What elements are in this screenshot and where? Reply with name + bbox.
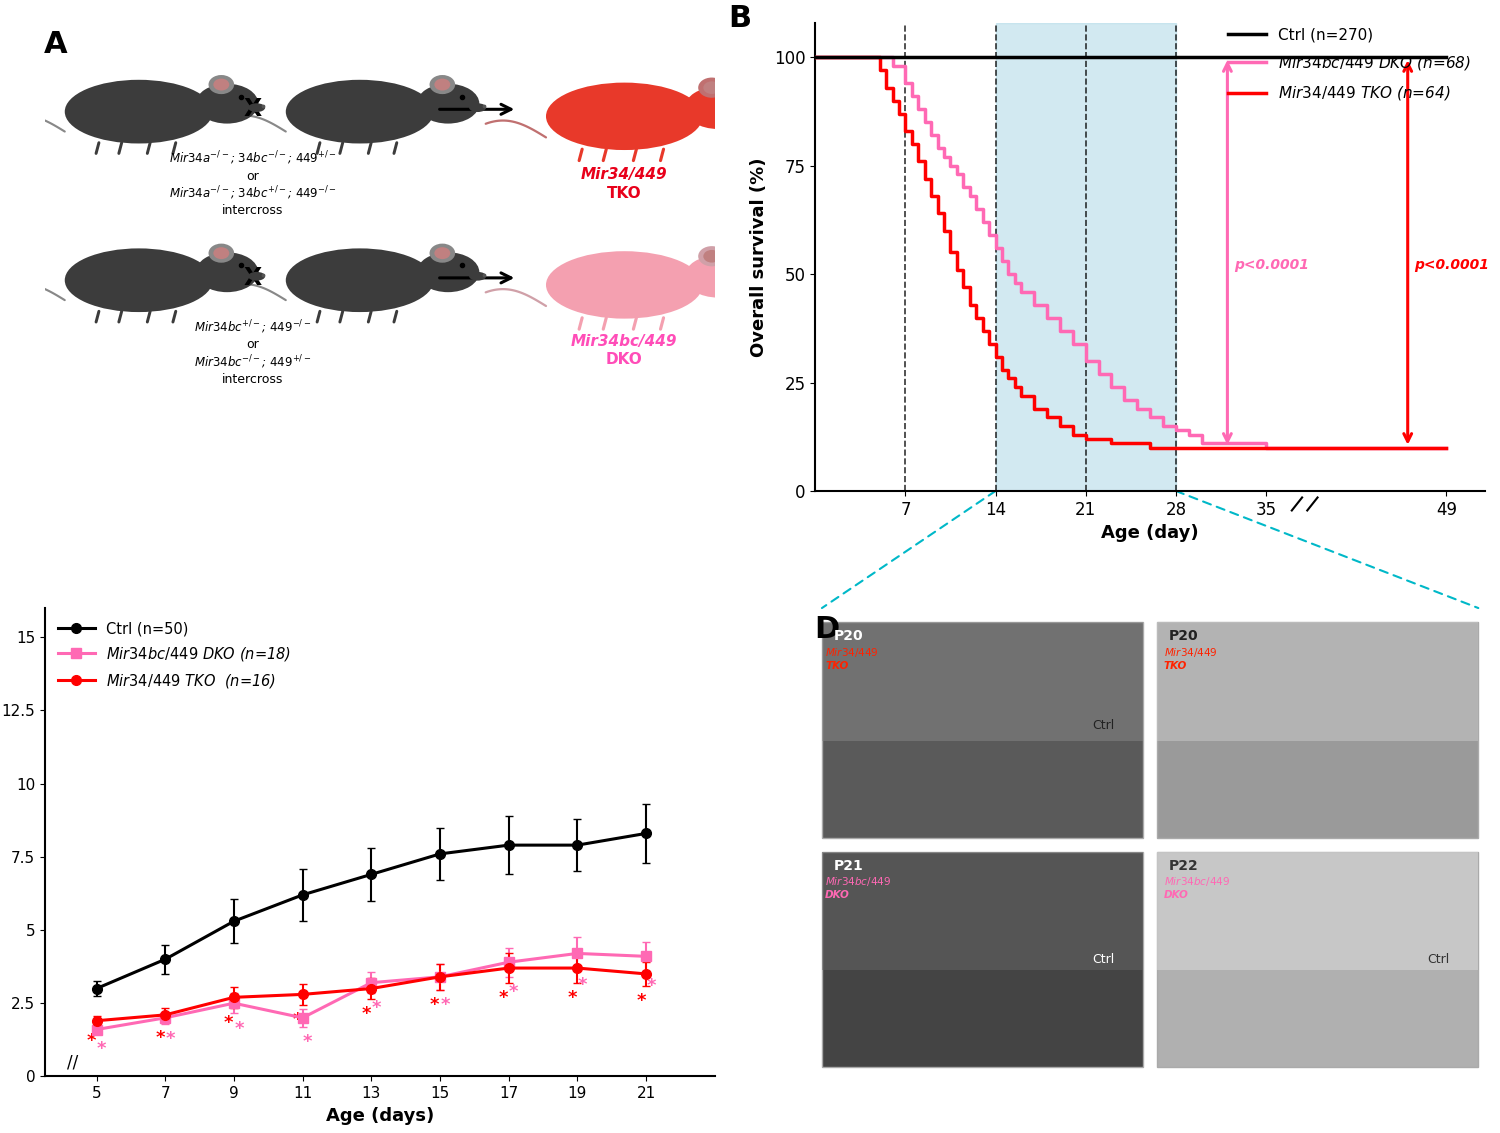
Ellipse shape xyxy=(195,253,258,292)
Bar xyxy=(822,622,1143,741)
Ellipse shape xyxy=(64,248,213,312)
Text: *: * xyxy=(636,993,645,1010)
Bar xyxy=(1156,622,1479,741)
Text: $Mir34a^{-/-}$; $34bc^{-/-}$; $449^{+/-}$: $Mir34a^{-/-}$; $34bc^{-/-}$; $449^{+/-}… xyxy=(168,150,336,168)
Bar xyxy=(1156,852,1479,970)
Text: Ctrl: Ctrl xyxy=(1426,953,1449,965)
Legend: Ctrl (n=50), $Mir34bc/449$ DKO (n=18), $Mir34/449$ TKO  (n=16): Ctrl (n=50), $Mir34bc/449$ DKO (n=18), $… xyxy=(53,615,297,696)
Ellipse shape xyxy=(286,248,434,312)
Text: intercross: intercross xyxy=(222,373,284,386)
Ellipse shape xyxy=(195,84,258,123)
Text: p<0.0001: p<0.0001 xyxy=(1234,258,1308,272)
X-axis label: Age (day): Age (day) xyxy=(1101,525,1198,543)
Text: $Mir34/449$
TKO: $Mir34/449$ TKO xyxy=(825,646,879,671)
Bar xyxy=(1156,852,1479,1067)
Text: $Mir34/449$
TKO: $Mir34/449$ TKO xyxy=(1164,646,1218,671)
Text: *: * xyxy=(224,1014,234,1032)
Ellipse shape xyxy=(684,255,752,298)
Ellipse shape xyxy=(546,252,702,318)
Text: $Mir34bc^{-/-}$; $449^{+/-}$: $Mir34bc^{-/-}$; $449^{+/-}$ xyxy=(194,353,312,370)
Text: *: * xyxy=(578,976,588,994)
Text: *: * xyxy=(567,989,578,1007)
Text: Ctrl: Ctrl xyxy=(1092,953,1114,965)
Text: *: * xyxy=(362,1005,370,1023)
Text: *: * xyxy=(156,1029,165,1047)
Text: D: D xyxy=(815,615,839,644)
Ellipse shape xyxy=(684,87,752,129)
Bar xyxy=(822,622,1143,837)
Text: DKO: DKO xyxy=(606,352,642,367)
Ellipse shape xyxy=(546,83,702,150)
Bar xyxy=(996,23,1176,491)
Bar xyxy=(822,852,1143,1067)
Ellipse shape xyxy=(698,77,726,97)
Text: *: * xyxy=(292,1011,302,1029)
Bar xyxy=(822,852,1143,970)
Text: B: B xyxy=(728,3,752,33)
Ellipse shape xyxy=(64,79,213,144)
Ellipse shape xyxy=(248,103,266,112)
Ellipse shape xyxy=(698,246,726,266)
Ellipse shape xyxy=(209,244,234,263)
Text: *: * xyxy=(441,996,450,1014)
Text: X: X xyxy=(243,266,262,290)
Ellipse shape xyxy=(740,276,758,286)
Text: X: X xyxy=(243,97,262,121)
Text: or: or xyxy=(246,170,259,182)
Text: *: * xyxy=(303,1033,312,1051)
Ellipse shape xyxy=(417,253,480,292)
Text: *: * xyxy=(372,999,381,1017)
Ellipse shape xyxy=(286,79,434,144)
Text: *: * xyxy=(165,1030,176,1048)
Text: *: * xyxy=(509,983,519,1002)
Bar xyxy=(1156,622,1479,837)
Ellipse shape xyxy=(213,78,230,91)
Ellipse shape xyxy=(740,108,758,117)
Text: *: * xyxy=(500,989,508,1007)
X-axis label: Age (days): Age (days) xyxy=(326,1107,434,1125)
Ellipse shape xyxy=(248,272,266,281)
Text: $Mir34bc/449$
DKO: $Mir34bc/449$ DKO xyxy=(825,875,891,901)
Ellipse shape xyxy=(470,272,486,281)
Text: *: * xyxy=(430,996,439,1014)
Text: P22: P22 xyxy=(1168,859,1198,872)
Text: TKO: TKO xyxy=(608,186,642,201)
Text: Mir34bc/449: Mir34bc/449 xyxy=(572,333,678,349)
Text: intercross: intercross xyxy=(222,204,284,218)
Ellipse shape xyxy=(435,78,450,91)
Y-axis label: Overall survival (%): Overall survival (%) xyxy=(750,157,768,357)
Text: *: * xyxy=(87,1031,96,1049)
Ellipse shape xyxy=(704,82,720,94)
Text: Mir34/449: Mir34/449 xyxy=(580,168,668,182)
Text: $Mir34bc^{+/-}$; $449^{-/-}$: $Mir34bc^{+/-}$; $449^{-/-}$ xyxy=(194,318,312,335)
Text: *: * xyxy=(234,1020,244,1038)
Text: Ctrl: Ctrl xyxy=(1092,718,1114,732)
Ellipse shape xyxy=(470,103,486,112)
Text: $Mir34a^{-/-}$; $34bc^{+/-}$; $449^{-/-}$: $Mir34a^{-/-}$; $34bc^{+/-}$; $449^{-/-}… xyxy=(168,185,336,203)
Ellipse shape xyxy=(209,75,234,94)
Text: $Mir34bc/449$
DKO: $Mir34bc/449$ DKO xyxy=(1164,875,1230,901)
Legend: Ctrl (n=270), $Mir34bc/449$ DKO (n=68), $Mir34/449$ TKO (n=64): Ctrl (n=270), $Mir34bc/449$ DKO (n=68), … xyxy=(1221,20,1478,109)
Text: //: // xyxy=(68,1054,78,1072)
Text: *: * xyxy=(646,978,656,996)
Ellipse shape xyxy=(435,247,450,259)
Ellipse shape xyxy=(213,247,230,259)
Text: or: or xyxy=(246,339,259,351)
Text: p<0.0001: p<0.0001 xyxy=(1414,258,1490,272)
Text: P20: P20 xyxy=(1168,629,1198,644)
Ellipse shape xyxy=(417,84,480,123)
Text: P20: P20 xyxy=(834,629,864,644)
Text: *: * xyxy=(98,1040,106,1058)
Ellipse shape xyxy=(429,244,454,263)
Text: A: A xyxy=(44,29,68,59)
Text: P21: P21 xyxy=(834,859,864,872)
Ellipse shape xyxy=(429,75,454,94)
Ellipse shape xyxy=(704,250,720,263)
